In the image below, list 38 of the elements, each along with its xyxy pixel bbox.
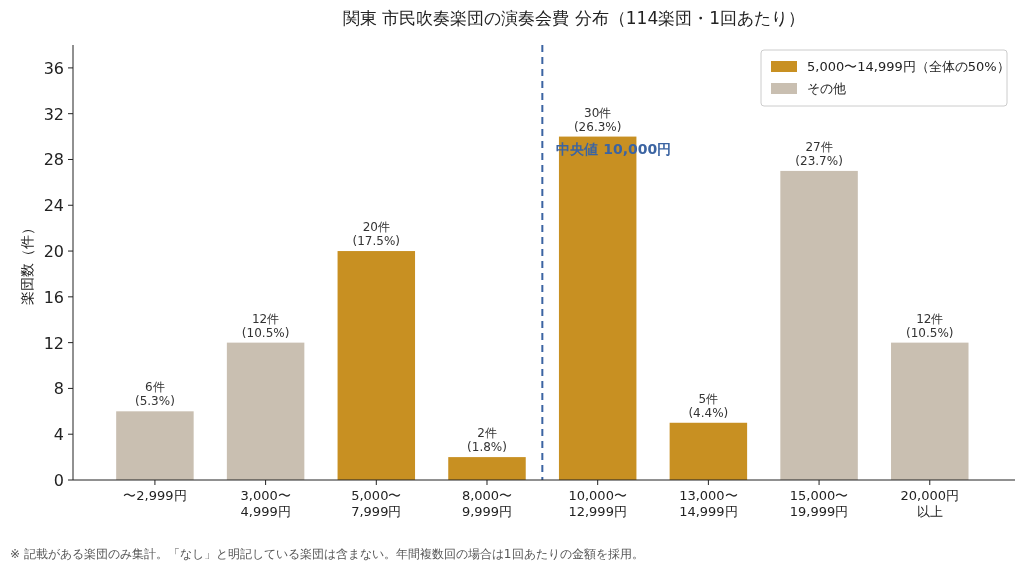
data-label: 30件 (26.3%) [573, 105, 622, 134]
bar [891, 342, 969, 480]
data-label: 12件 (10.5%) [906, 311, 954, 340]
bar [669, 422, 748, 480]
y-tick-label: 16 [43, 287, 64, 307]
x-tick-label: 3,000〜 4,999円 [240, 488, 291, 519]
bar [116, 411, 194, 480]
bar [226, 342, 305, 480]
bar [448, 457, 526, 480]
y-tick-label: 32 [43, 104, 64, 124]
data-label: 2件 (1.8%) [467, 426, 507, 455]
y-tick-label: 0 [53, 471, 64, 490]
y-tick-label: 12 [43, 333, 64, 353]
x-tick-label: 15,000〜 19,999円 [789, 488, 849, 519]
y-tick-label: 24 [43, 196, 64, 216]
data-label: 27件 (23.7%) [795, 139, 843, 168]
data-label: 12件 (10.5%) [241, 311, 290, 340]
y-tick-label: 8 [53, 379, 64, 399]
y-tick-label: 4 [53, 425, 64, 445]
data-label: 6件 (5.3%) [134, 380, 175, 409]
y-tick-label: 20 [43, 242, 64, 262]
bar [337, 251, 416, 480]
x-tick-label: 〜2,999円 [123, 488, 187, 503]
legend-label: 5,000〜14,999円（全体の50%） [807, 59, 1010, 74]
x-tick-label: 10,000〜 12,999円 [568, 488, 627, 519]
x-tick-label: 20,000円以上 [900, 488, 960, 519]
data-label: 5件 (4.4%) [688, 391, 729, 420]
text: ※ 記載がある楽団のみ集計。「なし」と明記している楽団は含まない。年間複数回の場合は1回あたりの金額を採用。 [10, 547, 644, 561]
y-tick-label: 36 [43, 58, 64, 78]
bar [780, 170, 858, 480]
x-tick-label: 8,000〜 9,999円 [461, 488, 513, 519]
y-axis-title: 楽団数（件） [19, 220, 35, 305]
legend-label: その他 [807, 81, 846, 96]
data-label: 20件 (17.5%) [352, 220, 401, 249]
x-tick-label: 13,000〜 14,999円 [679, 488, 738, 519]
y-tick-label: 28 [43, 150, 64, 170]
chart-title: 関東 市民吹奏楽団の演奏会費 分布（114楽団・1回あたり） [342, 8, 806, 28]
x-tick-label: 5,000〜 7,999円 [351, 488, 402, 519]
